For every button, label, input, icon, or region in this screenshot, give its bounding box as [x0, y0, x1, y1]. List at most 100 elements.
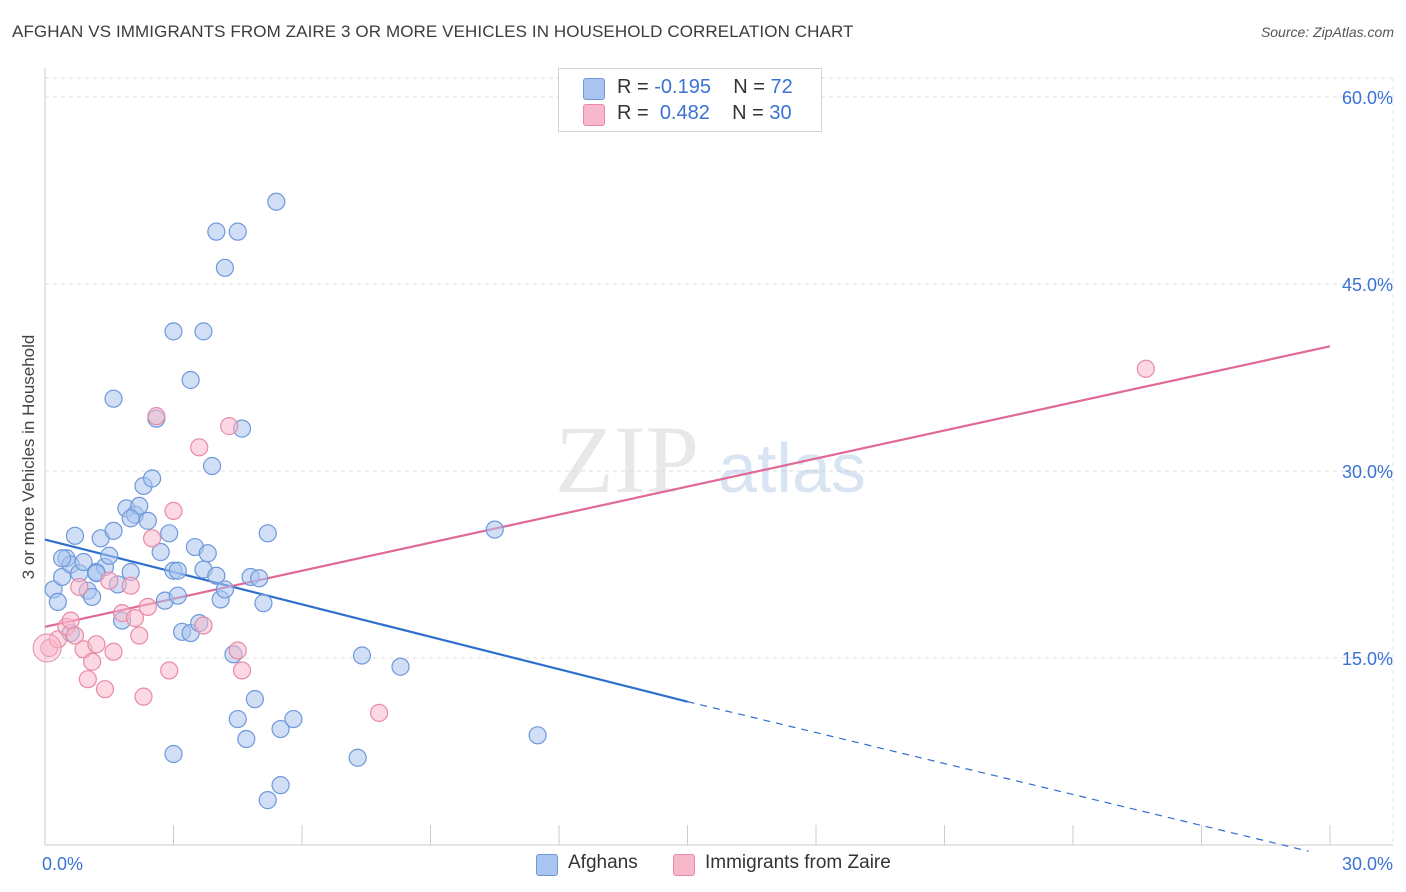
point-afghans: [83, 587, 102, 607]
chart-title: AFGHAN VS IMMIGRANTS FROM ZAIRE 3 OR MOR…: [12, 22, 854, 41]
point-afghans: [138, 511, 157, 530]
point-zaire: [142, 529, 162, 548]
point-afghans: [284, 709, 303, 729]
point-afghans: [181, 370, 200, 390]
legend-n-value-zaire: 30: [769, 102, 792, 124]
point-zaire: [65, 626, 85, 645]
point-zaire: [232, 661, 252, 680]
point-zaire: [70, 577, 89, 597]
point-afghans: [258, 791, 277, 810]
point-zaire: [228, 641, 247, 660]
trend-line-zaire: [44, 345, 1331, 628]
point-afghans: [485, 520, 504, 539]
y-axis-label: 3 or more Vehicles in Household: [19, 335, 38, 580]
legend-r-value-zaire: 0.482: [659, 102, 710, 124]
point-zaire: [61, 611, 80, 630]
legend-r-label: R =: [617, 102, 649, 124]
bottom-legend-label-zaire: Immigrants from Zaire: [705, 852, 891, 873]
point-afghans: [215, 580, 234, 599]
point-afghans: [142, 469, 162, 488]
point-afghans: [254, 594, 273, 613]
watermark-zip: ZIP: [555, 406, 699, 513]
point-zaire: [220, 417, 239, 436]
legend-swatch-afghans: [583, 78, 605, 100]
point-zaire: [78, 670, 97, 689]
point-zaire: [160, 661, 179, 680]
tick-labels: 15.0% 30.0% 45.0% 60.0% 0.0% 30.0%: [42, 88, 1393, 874]
point-afghans: [194, 322, 213, 341]
point-afghans: [207, 222, 226, 241]
point-afghans: [168, 586, 187, 605]
point-zaire: [194, 616, 213, 635]
bottom-legend-label-afghans: Afghans: [568, 852, 638, 873]
point-zaire: [83, 652, 102, 671]
point-afghans: [53, 549, 72, 568]
bottom-legend-swatch-afghans: [536, 854, 558, 876]
legend-n-label: N =: [733, 76, 765, 98]
point-afghans: [65, 526, 85, 545]
source-label: Source: ZipAtlas.com: [1260, 24, 1394, 40]
point-zaire: [370, 703, 389, 722]
point-afghans: [164, 744, 183, 764]
point-afghans: [228, 222, 247, 241]
data-points: [32, 192, 1155, 810]
point-afghans: [100, 546, 119, 565]
point-afghans: [207, 566, 226, 585]
point-afghans: [267, 192, 286, 211]
point-afghans: [198, 544, 217, 563]
point-afghans: [168, 561, 187, 580]
trend-line-afghans: [44, 538, 688, 703]
point-afghans: [104, 521, 123, 540]
point-zaire: [164, 501, 183, 520]
point-afghans: [245, 690, 264, 709]
point-afghans: [215, 258, 234, 277]
y-tick-label: 60.0%: [1342, 88, 1393, 108]
point-zaire: [190, 438, 209, 457]
point-zaire: [95, 680, 115, 699]
point-afghans: [352, 646, 372, 665]
legend-r-value-afghans: -0.195: [654, 76, 711, 98]
point-afghans: [202, 456, 222, 476]
point-afghans: [528, 726, 547, 745]
point-afghans: [391, 657, 410, 676]
x-tick-label-max: 30.0%: [1342, 854, 1393, 874]
point-zaire: [138, 597, 157, 616]
point-zaire: [100, 571, 119, 590]
y-tick-label: 45.0%: [1342, 275, 1393, 295]
legend-r-label: R =: [617, 76, 649, 98]
point-zaire: [87, 635, 106, 654]
watermark: ZIP atlas: [555, 406, 866, 513]
point-zaire: [121, 576, 140, 595]
point-zaire: [134, 687, 153, 706]
x-tick-label-min: 0.0%: [42, 854, 83, 874]
point-afghans: [237, 729, 256, 749]
point-zaire: [125, 609, 145, 628]
point-zaire-large: [32, 633, 62, 663]
point-afghans: [271, 776, 290, 795]
point-afghans: [151, 542, 170, 562]
watermark-atlas: atlas: [718, 429, 866, 507]
legend-n-label: N =: [732, 102, 764, 124]
point-zaire: [130, 626, 149, 645]
legend-n-value-afghans: 72: [770, 76, 793, 98]
bottom-legend-swatch-zaire: [673, 854, 695, 876]
trend-line-afghans-extrapolated: [687, 701, 1309, 852]
point-afghans: [348, 748, 367, 767]
point-afghans: [74, 552, 93, 572]
axes: [44, 68, 1393, 846]
point-afghans: [48, 592, 67, 612]
point-afghans: [53, 567, 72, 587]
point-afghans: [130, 496, 149, 516]
legend: R = -0.195 N = 72 R = 0.482 N = 30: [558, 68, 822, 132]
point-zaire: [104, 642, 123, 661]
point-afghans: [250, 569, 269, 588]
point-afghans: [160, 524, 179, 543]
legend-text-afghans: R = -0.195 N = 72: [617, 76, 793, 99]
point-afghans: [164, 322, 183, 341]
legend-text-zaire: R = 0.482 N = 30: [617, 102, 792, 125]
point-afghans: [121, 509, 140, 528]
y-tick-label: 15.0%: [1342, 649, 1393, 669]
point-afghans: [228, 709, 247, 729]
point-afghans: [258, 524, 277, 543]
